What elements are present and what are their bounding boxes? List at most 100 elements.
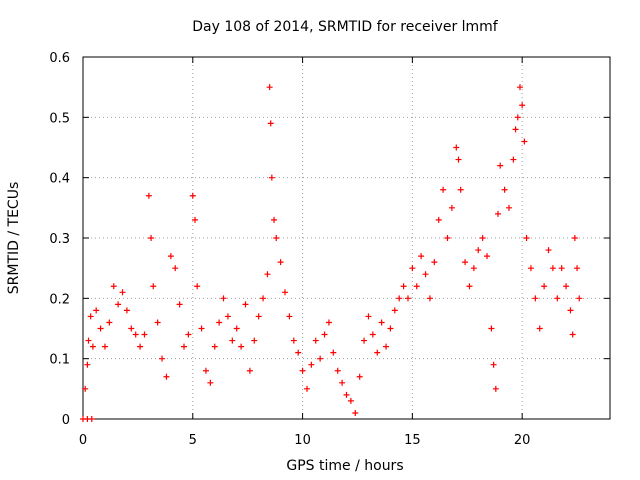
data-point: [255, 313, 262, 320]
x-tick-label: 20: [514, 433, 531, 448]
data-point: [374, 349, 381, 356]
y-tick-label: 0.2: [49, 292, 70, 307]
data-point: [251, 337, 258, 344]
data-point: [216, 319, 223, 326]
data-point: [453, 144, 460, 151]
data-point: [554, 295, 561, 302]
data-point: [536, 325, 543, 332]
data-point: [159, 355, 166, 362]
data-point: [176, 301, 183, 308]
grid-lines: [83, 57, 610, 419]
data-point: [312, 337, 319, 344]
data-point: [523, 235, 530, 241]
data-point: [519, 102, 526, 109]
data-point: [277, 259, 284, 266]
y-axis-label: SRMTID / TECUs: [6, 182, 22, 295]
x-axis-label: GPS time / hours: [286, 458, 403, 474]
data-point: [268, 174, 275, 181]
data-point: [431, 259, 438, 266]
data-point: [128, 325, 135, 332]
x-tick-label: 0: [79, 433, 87, 448]
data-point: [571, 235, 578, 241]
data-point: [194, 283, 201, 290]
data-point: [490, 361, 497, 368]
data-point: [93, 307, 100, 314]
data-point: [119, 289, 126, 296]
data-point: [462, 259, 469, 266]
x-tick-label: 5: [189, 433, 197, 448]
data-point: [440, 186, 447, 193]
data-point: [426, 295, 433, 302]
data-point: [576, 295, 583, 302]
y-tick-label: 0.6: [49, 51, 70, 66]
y-tick-label: 0.5: [49, 111, 70, 126]
data-point: [84, 361, 91, 368]
data-point: [396, 295, 403, 302]
data-point: [409, 265, 416, 272]
axis-ticks: 0 5 10 15 20 0 0.1 0.2 0.3 0.4 0.5 0.6: [49, 51, 610, 448]
data-point: [264, 271, 271, 278]
data-point: [492, 385, 499, 392]
data-point: [101, 343, 108, 350]
y-tick-label: 0.4: [49, 172, 70, 187]
data-point: [510, 156, 517, 163]
data-point: [233, 325, 240, 332]
data-point: [191, 216, 198, 223]
data-point: [308, 361, 315, 368]
data-point: [207, 379, 214, 386]
data-point: [352, 409, 359, 416]
data-point: [229, 337, 236, 344]
data-point: [470, 265, 477, 272]
data-point: [224, 313, 231, 320]
data-point: [198, 325, 205, 332]
data-point: [123, 307, 130, 314]
data-point: [325, 319, 332, 326]
data-point: [330, 349, 337, 356]
data-point: [448, 204, 455, 211]
data-point: [387, 325, 394, 332]
data-point: [400, 283, 407, 290]
data-point: [110, 283, 117, 290]
data-points: [80, 84, 583, 422]
data-point: [488, 325, 495, 332]
data-point: [266, 84, 273, 91]
data-point: [514, 114, 521, 121]
data-point: [475, 247, 482, 254]
data-point: [339, 379, 346, 386]
y-tick-label: 0.1: [49, 353, 70, 368]
y-tick-label: 0.3: [49, 232, 70, 247]
data-point: [569, 331, 576, 338]
data-point: [501, 186, 508, 193]
data-point: [141, 331, 148, 338]
data-point: [88, 416, 95, 422]
data-point: [137, 343, 144, 350]
data-point: [495, 210, 502, 217]
data-point: [115, 301, 122, 308]
data-point: [246, 367, 253, 374]
data-point: [181, 343, 188, 350]
data-point: [497, 162, 504, 169]
data-point: [290, 337, 297, 344]
data-point: [106, 319, 113, 326]
data-point: [558, 265, 565, 272]
data-point: [343, 391, 350, 398]
data-point: [521, 138, 528, 145]
data-point: [455, 156, 462, 163]
data-point: [87, 313, 94, 320]
data-point: [202, 367, 209, 374]
data-point: [479, 235, 486, 241]
data-point: [303, 385, 310, 392]
data-point: [82, 385, 89, 392]
data-point: [361, 337, 368, 344]
data-point: [163, 373, 170, 380]
data-point: [541, 283, 548, 290]
data-point: [220, 295, 227, 302]
data-point: [267, 120, 274, 127]
data-point: [145, 192, 152, 199]
data-point: [516, 84, 523, 91]
x-tick-label: 15: [404, 433, 421, 448]
data-point: [369, 331, 376, 338]
data-point: [286, 313, 293, 320]
data-point: [148, 235, 155, 241]
data-point: [457, 186, 464, 193]
